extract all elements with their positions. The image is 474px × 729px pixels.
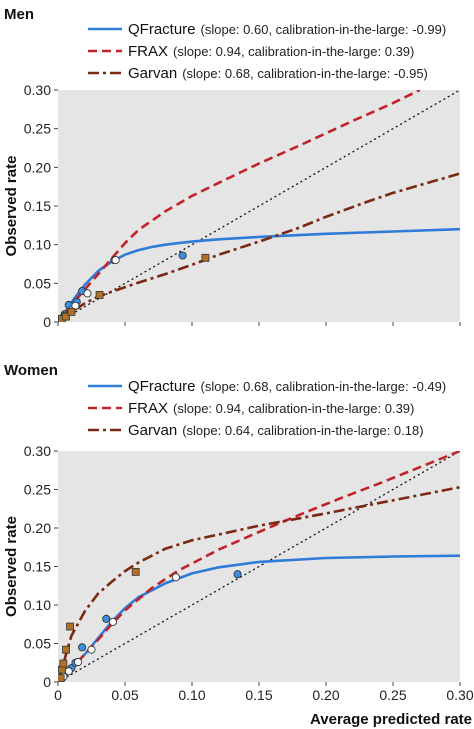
legend-entry-qfracture: QFracture (slope: 0.68, calibration-in-th…	[128, 378, 446, 395]
legend-note: (slope: 0.94, calibration-in-the-large: …	[173, 44, 414, 59]
garvan-point	[67, 308, 76, 316]
legend-note: (slope: 0.60, calibration-in-the-large: …	[201, 22, 447, 37]
reference-line	[58, 90, 460, 322]
legend-label: QFracture	[128, 378, 196, 395]
y-axis-label: Observed rate	[3, 516, 20, 617]
plot-content	[58, 451, 460, 682]
frax-point	[108, 617, 117, 626]
x-tick-label: 0.25	[379, 687, 406, 703]
garvan-point	[62, 645, 70, 654]
legend-entry-garvan: Garvan (slope: 0.64, calibration-in-the-l…	[128, 422, 424, 439]
y-tick-label: 0.15	[24, 198, 51, 214]
garvan-point	[95, 291, 104, 299]
legend-entry-garvan: Garvan (slope: 0.68, calibration-in-the-l…	[128, 65, 428, 82]
legend-entry-frax: FRAX (slope: 0.94, calibration-in-the-lar…	[128, 400, 414, 417]
women-panel: Women QFracture (slope: 0.68, calibration-…	[3, 362, 474, 728]
y-tick-label: 0.15	[24, 559, 51, 575]
y-tick-label: 0.30	[24, 82, 51, 98]
x-axis-label: Average predicted rate	[310, 711, 472, 728]
x-tick-label: 0.30	[446, 687, 473, 703]
x-tick-label: 0.10	[178, 687, 205, 703]
legend-label: QFracture	[128, 21, 196, 38]
y-tick-label: 0.30	[24, 443, 51, 459]
qfracture-point	[178, 251, 187, 260]
garvan-point	[59, 659, 68, 668]
legend-note: (slope: 0.64, calibration-in-the-large: …	[182, 423, 423, 438]
legend-entry-frax: FRAX (slope: 0.94, calibration-in-the-lar…	[128, 43, 414, 60]
garvan-point	[58, 674, 65, 682]
legend-note: (slope: 0.68, calibration-in-the-large: …	[201, 379, 447, 394]
y-tick-label: 0	[43, 674, 51, 690]
qfracture-point	[233, 570, 242, 579]
frax-point	[171, 573, 180, 582]
qfracture-point	[78, 643, 87, 652]
legend-label: FRAX	[128, 400, 168, 417]
garvan-point	[131, 567, 140, 576]
y-tick-label: 0.20	[24, 159, 51, 175]
frax-point	[71, 301, 80, 310]
legend-note: (slope: 0.68, calibration-in-the-large: …	[182, 66, 428, 81]
garvan-point	[62, 312, 70, 321]
x-tick-label: 0	[54, 687, 62, 703]
frax-point	[64, 667, 73, 676]
legend-label: FRAX	[128, 43, 168, 60]
frax-point	[111, 256, 120, 265]
reference-line	[58, 451, 460, 682]
panel-title: Women	[4, 362, 58, 379]
plot-content	[58, 90, 460, 322]
frax-point	[83, 289, 92, 298]
legend-entry-qfracture: QFracture (slope: 0.60, calibration-in-th…	[128, 21, 446, 38]
legend-note: (slope: 0.94, calibration-in-the-large: …	[173, 401, 414, 416]
frax-point	[74, 657, 83, 667]
frax-point	[87, 645, 96, 654]
y-tick-label: 0.25	[24, 482, 51, 498]
legend-label: Garvan	[128, 65, 177, 82]
garvan-point	[201, 253, 210, 262]
y-axis-label: Observed rate	[3, 156, 20, 257]
y-tick-label: 0.10	[24, 237, 51, 253]
garvan-point	[66, 622, 74, 631]
x-tick-label: 0.15	[245, 687, 272, 703]
y-tick-label: 0.05	[24, 275, 51, 291]
x-tick-label: 0.05	[111, 687, 138, 703]
y-tick-label: 0.25	[24, 121, 51, 137]
y-tick-label: 0.20	[24, 520, 51, 536]
legend-label: Garvan	[128, 422, 177, 439]
y-tick-label: 0	[43, 314, 51, 330]
y-tick-label: 0.10	[24, 597, 51, 613]
x-tick-label: 0.20	[312, 687, 339, 703]
garvan-line	[58, 485, 460, 682]
panel-title: Men	[4, 6, 34, 23]
qfracture-point	[102, 614, 111, 623]
y-tick-label: 0.05	[24, 636, 51, 652]
men-panel: Men QFracture (slope: 0.60, calibration-in…	[3, 6, 461, 330]
